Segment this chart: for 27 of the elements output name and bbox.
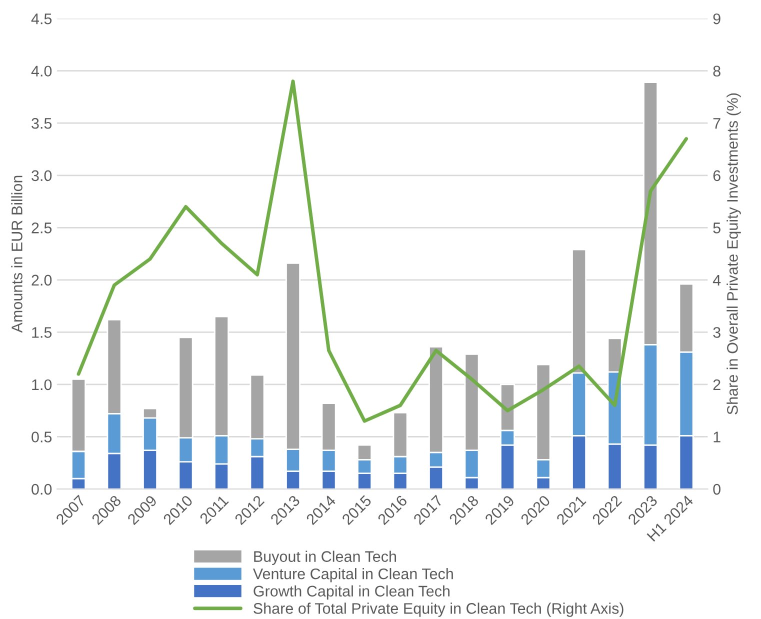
y-tick-label: 4.5 (31, 14, 52, 24)
y-tick-label: 4.0 (31, 66, 52, 77)
y-tick-label: 2.0 (32, 274, 52, 286)
y2-tick-label: 1 (714, 432, 720, 442)
y-tick-label: 2.5 (32, 222, 52, 234)
legend-label: Venture Capital in Clean Tech (252, 568, 453, 582)
y-tick-label: 3.5 (32, 118, 52, 129)
y2-axis-title: Share in Overall Private Equity Investments (%) (726, 93, 741, 414)
y2-tick-label: 9 (713, 13, 720, 24)
line-series (76, 80, 688, 423)
y-tick-label: 1.0 (32, 379, 52, 390)
y-tick-label: 0.5 (32, 432, 52, 442)
y-tick-label: 3.0 (32, 170, 52, 182)
y2-tick-label: 6 (713, 170, 720, 182)
y2-tick-label: 8 (713, 66, 720, 77)
y2-tick-label: 7 (713, 118, 720, 129)
legend-label: Buyout in Clean Tech (254, 550, 396, 565)
y2-tick-label: 2 (713, 379, 720, 390)
legend-label: Share of Total Private Equity in Clean Tech (Right Axis) (254, 602, 624, 617)
y-axis-title: Amounts in EUR Billion (11, 176, 22, 333)
y-tick-label: 1.5 (32, 327, 52, 338)
y-tick-label: 0.0 (32, 484, 52, 495)
y2-tick-label: 5 (713, 222, 720, 234)
y2-tick-label: 3 (713, 327, 720, 338)
y2-tick-label: 0 (713, 484, 720, 495)
y2-tick-label: 4 (712, 274, 721, 286)
legend-label: Growth Capital in Clean Tech (254, 585, 450, 600)
